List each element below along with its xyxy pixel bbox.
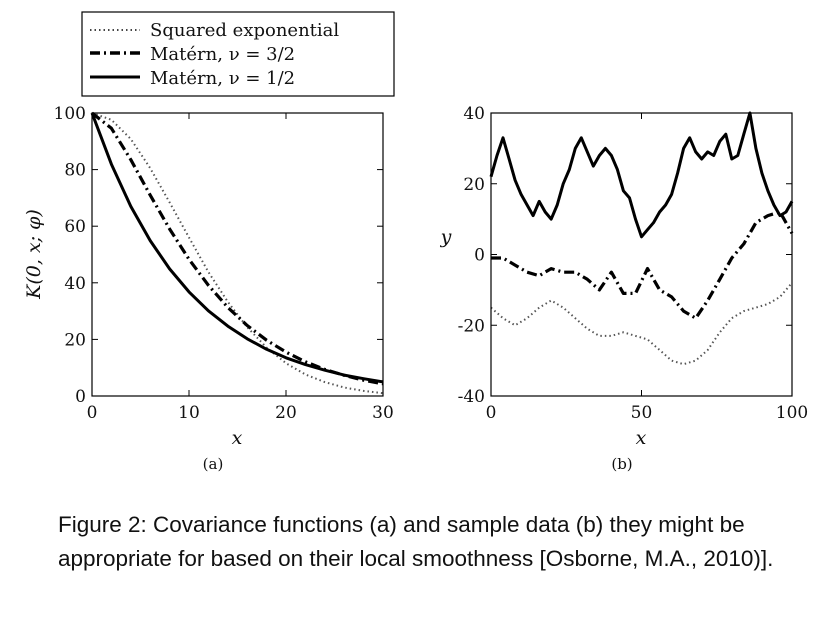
- panel-a-xlabel: x: [232, 427, 243, 449]
- figure: Squared exponential Matérn, ν = 3/2 Maté…: [23, 11, 809, 473]
- panel-a-ticks: 0 10 20 30 0 20 40 60 80 100: [54, 104, 394, 423]
- panel-a-caption: (a): [203, 455, 224, 473]
- panel-b-xtick-label: 0: [486, 403, 497, 423]
- panel-a-xtick-label: 30: [372, 403, 394, 423]
- panel-b-ytick-label: 0: [474, 246, 485, 266]
- panel-b-ytick-label: -40: [458, 387, 485, 407]
- panel-a-xtick-label: 0: [87, 403, 98, 423]
- panel-a-xtick-label: 20: [275, 403, 297, 423]
- panel-a-lines: [90, 111, 384, 395]
- panel-b-caption: (b): [611, 455, 632, 473]
- panel-b-ytick-label: 20: [463, 175, 485, 195]
- panel-b-xtick-label: 50: [631, 403, 653, 423]
- panel-a-ytick-label: 0: [75, 387, 86, 407]
- panel-b-ticks: 0 50 100 -40 -20 0 20 40: [458, 104, 809, 423]
- panel-b-xlabel: x: [636, 427, 647, 449]
- panel-a-ylabel: K(0, x; φ): [23, 209, 45, 300]
- panel-b-frame: [490, 112, 793, 397]
- panel-b-ytick-label: 40: [463, 104, 485, 124]
- legend-label-matern-12: Matérn, ν = 1/2: [150, 68, 295, 89]
- legend-label-squared-exponential: Squared exponential: [150, 20, 339, 41]
- panel-b-series-solid: [489, 111, 794, 239]
- panel-a-ytick-label: 20: [64, 330, 86, 350]
- panel-a-series-solid: [90, 112, 384, 384]
- panel-a-series-dotted: [91, 112, 384, 395]
- figure-caption: Figure 2: Covariance functions (a) and s…: [58, 512, 774, 571]
- panel-b-ylabel: y: [440, 226, 452, 248]
- panel-a-ytick-label: 60: [64, 217, 86, 237]
- panel-a-ytick-label: 80: [64, 161, 86, 181]
- panel-a-series-dashdot: [91, 111, 384, 386]
- panel-b-xtick-label: 100: [776, 403, 808, 423]
- panel-a-ytick-label: 40: [64, 274, 86, 294]
- legend-label-matern-32: Matérn, ν = 3/2: [150, 44, 295, 65]
- panel-a-frame: [91, 112, 384, 397]
- panel-b-ytick-label: -20: [458, 316, 485, 336]
- panel-a-xtick-label: 10: [178, 403, 200, 423]
- panel-a: 0 10 20 30 0 20 40 60 80 100 x K(0, x; φ) (a): [23, 104, 394, 473]
- panel-b-series-dashdot: [491, 210, 794, 320]
- panel-b-lines: [489, 111, 794, 366]
- legend: Squared exponential Matérn, ν = 3/2 Maté…: [81, 11, 395, 97]
- panel-a-ytick-label: 100: [54, 104, 86, 124]
- panel-b: 0 50 100 -40 -20 0 20 40 x y (b): [440, 104, 809, 473]
- panel-b-series-dotted: [490, 282, 793, 366]
